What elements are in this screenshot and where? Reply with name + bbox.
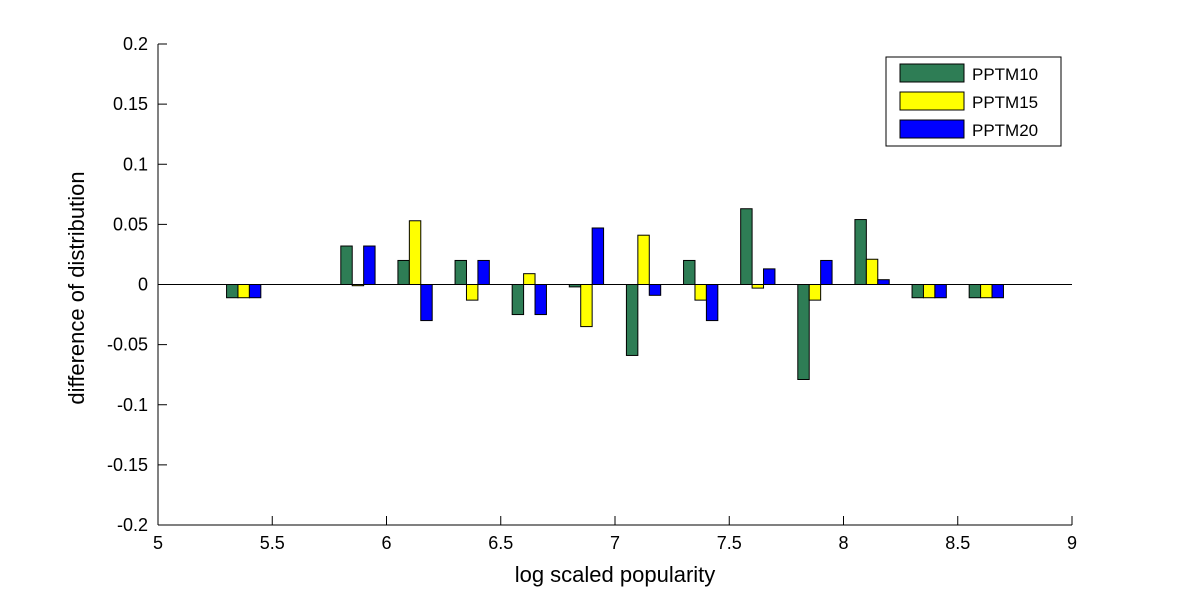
bar-pptm10-12	[968, 284, 982, 299]
bar-pptm15-8	[751, 284, 765, 289]
bar-pptm20-6	[648, 284, 662, 296]
x-tick-label-3: 6.5	[488, 533, 513, 553]
ticks-layer: 5 5.5 6 6.5 7 7.5 8 8.5 9 -0.2 -0.15 -0.1 -0.05 0 0.05…	[107, 34, 1077, 553]
bar-pptm15-11	[922, 284, 936, 299]
bar-pptm20-11	[934, 284, 947, 299]
bar-pptm10-0	[226, 284, 239, 299]
bar-pptm10-7	[683, 259, 696, 286]
y-tick-label-4: 0	[138, 275, 148, 295]
bar-pptm20-7	[705, 284, 719, 322]
bar-pptm10-6	[625, 284, 639, 356]
x-tick-label-2: 6	[381, 533, 391, 553]
x-tick-label-5: 7.5	[717, 533, 742, 553]
y-tick-label-6: 0.1	[123, 154, 148, 174]
bar-pptm15-6	[637, 234, 650, 285]
y-tick-label-7: 0.15	[113, 94, 148, 114]
bar-pptm10-10	[854, 219, 867, 285]
bar-pptm10-2	[397, 259, 410, 286]
bar-pptm20-3	[477, 259, 490, 286]
bar-pptm10-1	[340, 245, 353, 286]
x-tick-label-0: 5	[153, 533, 163, 553]
bar-pptm20-1	[363, 245, 376, 286]
x-axis-title: log scaled popularity	[515, 562, 716, 587]
bar-pptm20-9	[820, 259, 833, 286]
y-tick-label-2: -0.1	[117, 395, 148, 415]
x-tick-label-4: 7	[610, 533, 620, 553]
bar-pptm20-4	[534, 284, 547, 316]
legend-swatch-pptm15	[899, 91, 965, 111]
bar-pptm15-9	[808, 284, 822, 301]
y-tick-label-1: -0.15	[107, 455, 148, 475]
y-axis-title: difference of distribution	[64, 171, 89, 404]
bar-pptm20-8	[763, 268, 776, 285]
legend: PPTM10 PPTM15 PPTM20	[885, 56, 1062, 147]
legend-swatch-pptm20	[899, 119, 965, 139]
x-tick-label-8: 9	[1067, 533, 1077, 553]
bar-pptm10-9	[797, 284, 810, 380]
bar-pptm20-10	[877, 279, 890, 286]
bar-pptm15-7	[694, 284, 707, 301]
bars-layer	[226, 208, 1004, 380]
bar-pptm15-12	[980, 284, 993, 299]
bar-pptm15-5	[580, 284, 593, 328]
x-tick-label-6: 8	[838, 533, 848, 553]
bar-pptm15-2	[408, 220, 422, 286]
bar-pptm10-11	[911, 284, 924, 299]
x-tick-label-1: 5.5	[260, 533, 285, 553]
bar-pptm10-3	[454, 259, 467, 286]
x-tick-label-7: 8.5	[945, 533, 970, 553]
legend-label-pptm20: PPTM20	[972, 121, 1038, 140]
legend-label-pptm15: PPTM15	[972, 93, 1038, 112]
bar-pptm15-10	[865, 258, 879, 285]
y-tick-label-0: -0.2	[117, 515, 148, 535]
y-tick-label-5: 0.05	[113, 214, 148, 234]
bar-pptm20-2	[420, 284, 433, 322]
bar-pptm10-4	[511, 284, 525, 316]
bar-pptm15-4	[523, 273, 536, 285]
bar-pptm15-3	[465, 284, 479, 301]
bar-pptm20-5	[591, 227, 605, 285]
y-tick-label-8: 0.2	[123, 34, 148, 54]
legend-swatch-pptm10	[899, 63, 965, 83]
bar-pptm20-12	[991, 284, 1004, 299]
bar-pptm20-0	[248, 284, 262, 299]
bar-pptm10-8	[740, 208, 753, 286]
legend-label-pptm10: PPTM10	[972, 65, 1038, 84]
y-tick-label-3: -0.05	[107, 335, 148, 355]
bar-pptm15-0	[237, 284, 250, 299]
